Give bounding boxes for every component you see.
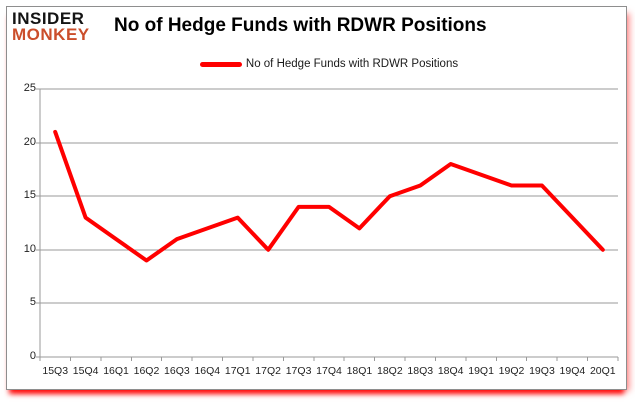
hedge-funds-series-line bbox=[53, 129, 605, 263]
y-axis-tick-label: 25 bbox=[23, 82, 36, 94]
x-axis-tick-label: 17Q1 bbox=[224, 365, 251, 377]
insider-monkey-logo: INSIDER MONKEY bbox=[12, 9, 90, 44]
x-axis-labels: 15Q3 15Q4 16Q1 16Q2 16Q3 16Q4 17Q1 17Q2 17Q3 17Q4… bbox=[40, 363, 618, 379]
x-axis-tick-label: 15Q4 bbox=[72, 365, 99, 377]
x-axis-tick-label: 17Q2 bbox=[255, 365, 281, 377]
line-chart-plot-area bbox=[36, 88, 619, 361]
y-axis-tick-label: 15 bbox=[23, 189, 36, 202]
x-axis-tick-label: 18Q4 bbox=[437, 365, 464, 377]
y-axis-tick-label: 0 bbox=[29, 350, 36, 362]
y-axis-tick-label: 20 bbox=[23, 135, 36, 148]
x-axis-tick-label: 16Q3 bbox=[164, 365, 190, 377]
x-axis-tick-label: 19Q2 bbox=[498, 365, 525, 377]
x-axis-tick-label: 20Q1 bbox=[589, 365, 616, 377]
y-axis-tick-label: 10 bbox=[23, 242, 36, 255]
logo-line-insider: INSIDER bbox=[12, 9, 85, 28]
x-axis-tick-label: 16Q2 bbox=[133, 365, 160, 377]
x-axis-tick-label: 18Q2 bbox=[376, 365, 403, 377]
logo-line-monkey: MONKEY bbox=[12, 24, 90, 44]
x-axis-tick-label: 16Q4 bbox=[194, 365, 221, 377]
chart-title: No of Hedge Funds with RDWR Positions bbox=[114, 15, 487, 36]
legend: No of Hedge Funds with RDWR Positions bbox=[40, 58, 618, 70]
legend-label: No of Hedge Funds with RDWR Positions bbox=[245, 58, 459, 70]
y-axis-tick-label: 5 bbox=[29, 296, 36, 309]
x-axis-tick-label: 19Q4 bbox=[559, 365, 586, 377]
chart-frame: INSIDER MONKEY No of Hedge Funds with RD… bbox=[6, 6, 627, 390]
x-axis-tick-label: 19Q1 bbox=[468, 365, 494, 377]
legend-line-swatch bbox=[199, 61, 242, 67]
x-axis-tick-label: 17Q4 bbox=[316, 365, 342, 377]
x-axis-tick-label: 19Q3 bbox=[529, 365, 555, 377]
x-axis-tick-label: 18Q3 bbox=[407, 365, 434, 377]
x-axis-tick-label: 17Q3 bbox=[285, 365, 312, 377]
x-axis-tick-label: 15Q3 bbox=[42, 365, 69, 377]
x-axis-tick-label: 18Q1 bbox=[346, 365, 373, 377]
x-axis-tick-label: 16Q1 bbox=[103, 365, 129, 377]
